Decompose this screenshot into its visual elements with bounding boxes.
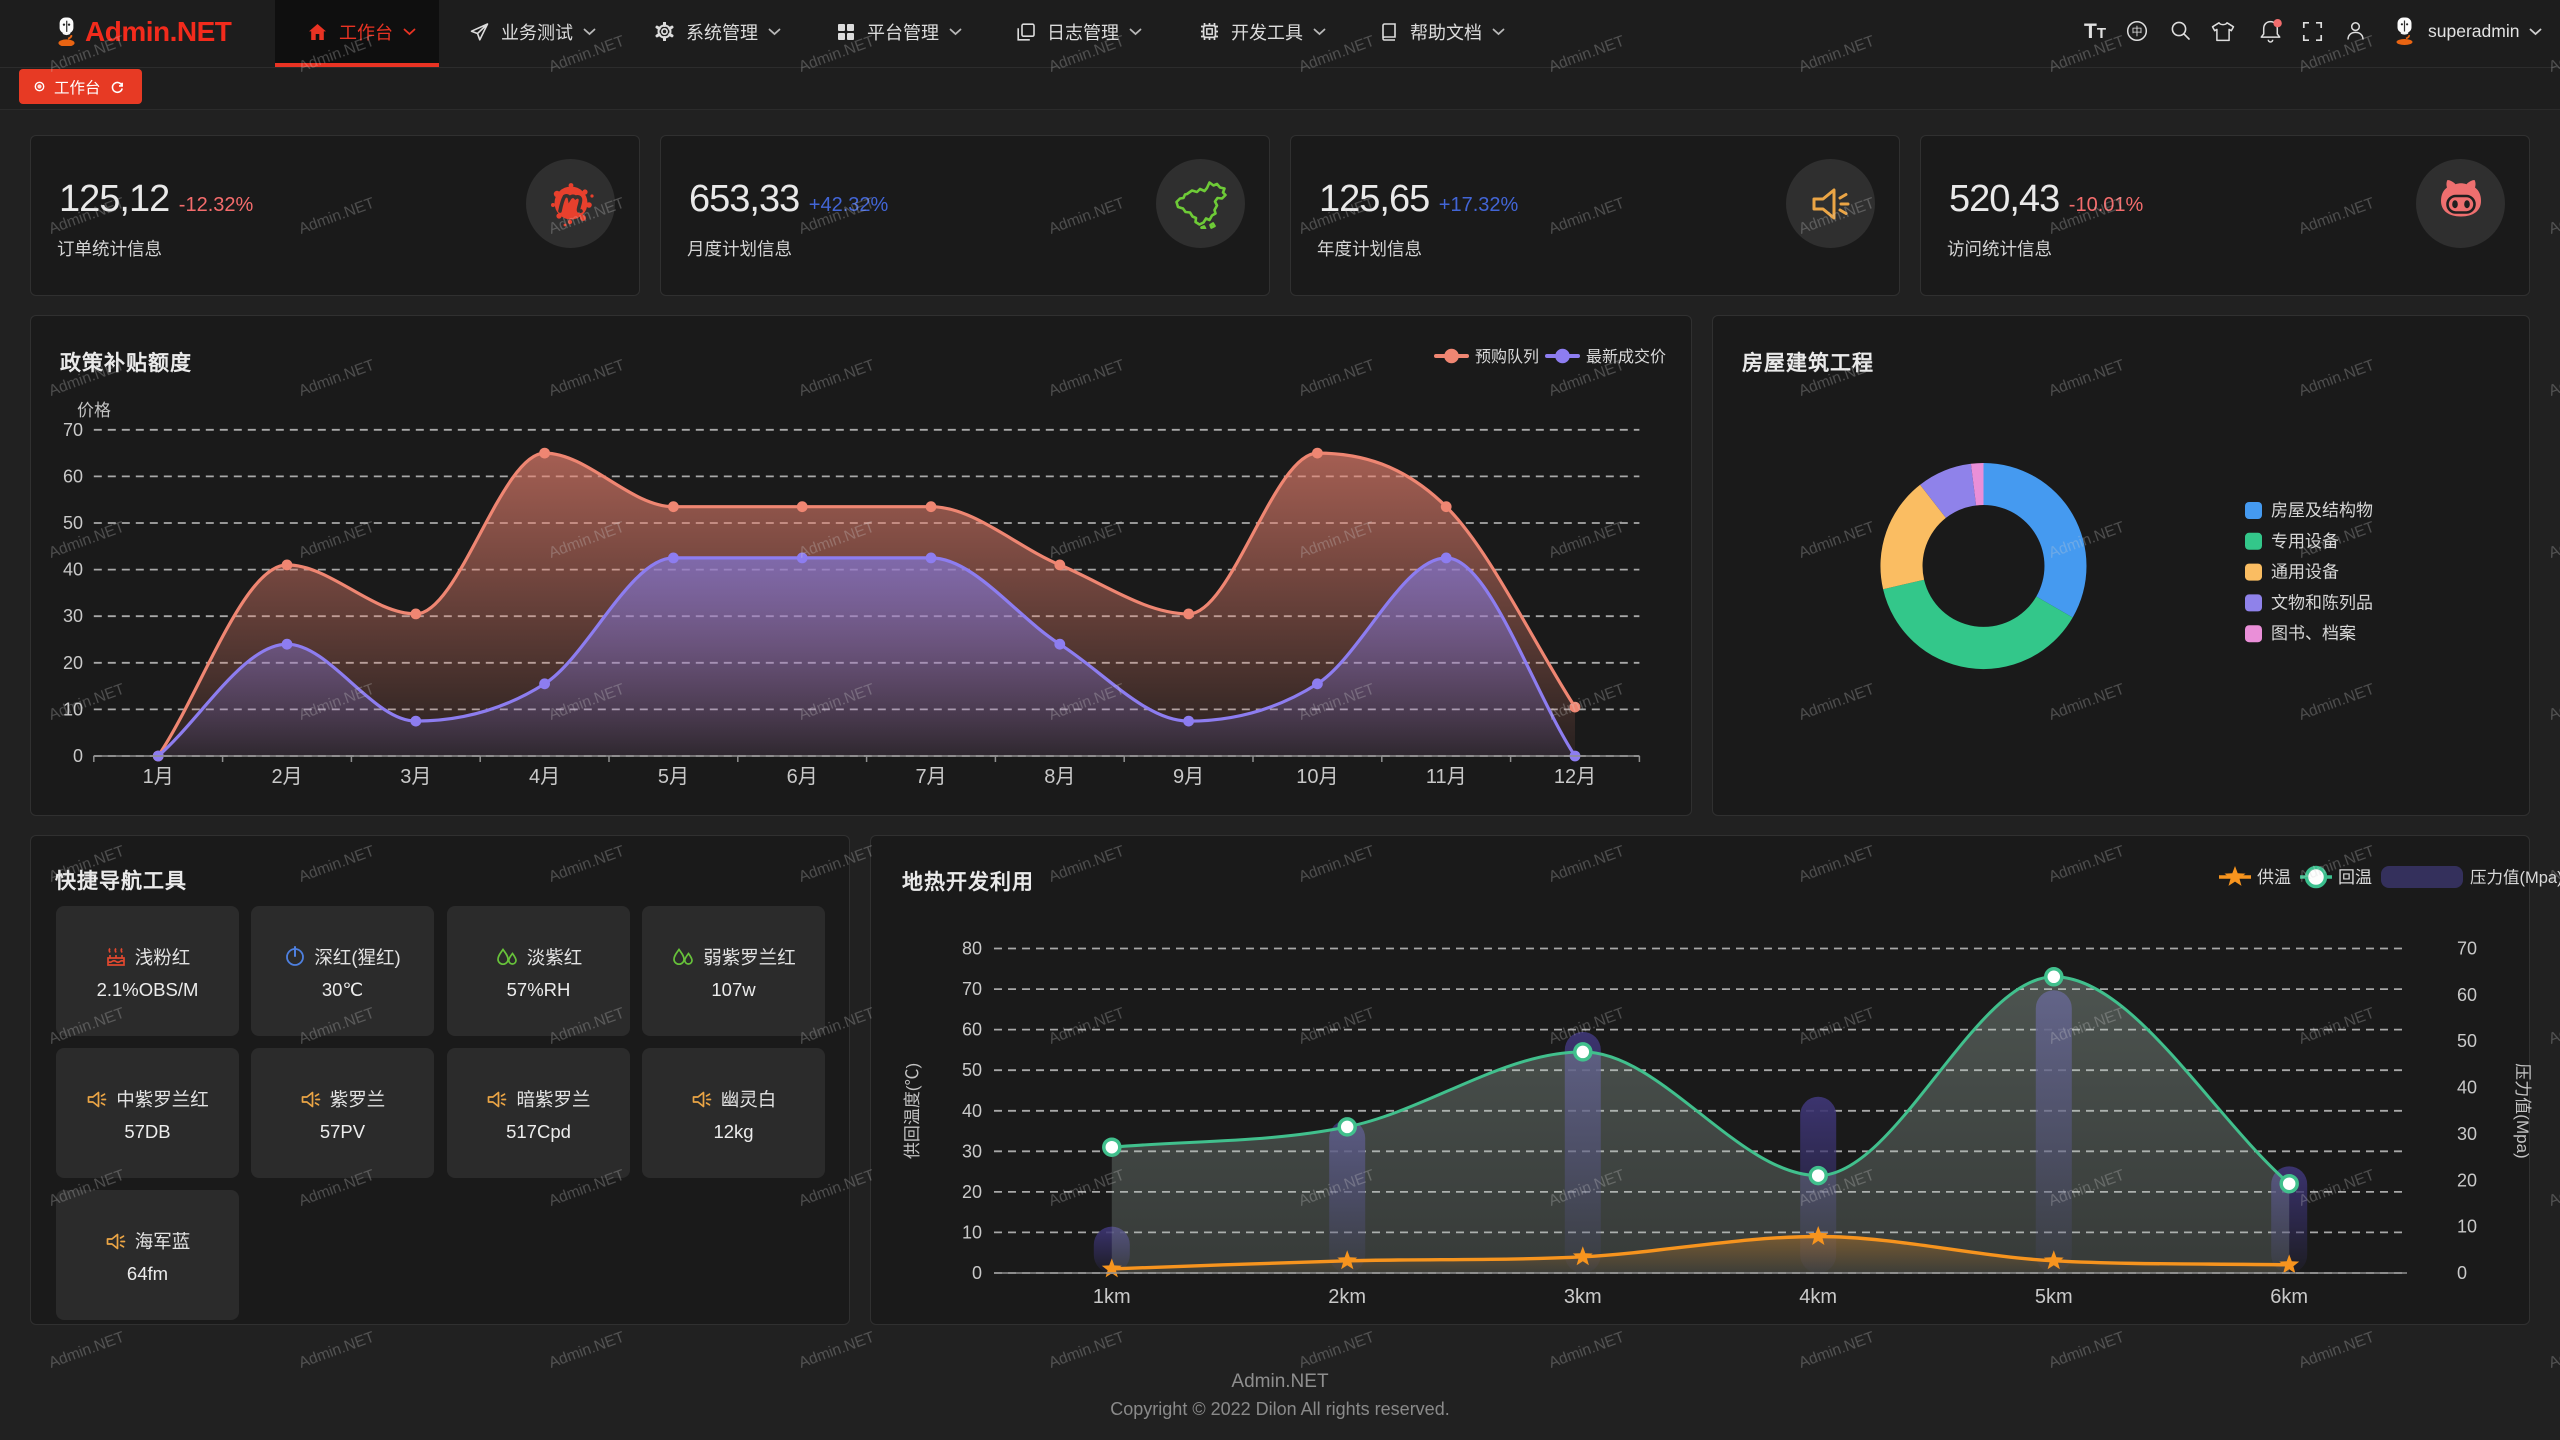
svg-text:3月: 3月: [400, 766, 431, 788]
svg-text:5km: 5km: [2035, 1286, 2073, 1308]
svg-text:70: 70: [63, 420, 83, 440]
svg-text:中: 中: [2132, 25, 2143, 38]
svg-text:专用设备: 专用设备: [2271, 532, 2339, 551]
svg-text:70: 70: [2457, 939, 2477, 959]
svg-text:通用设备: 通用设备: [2271, 563, 2339, 582]
svg-text:20: 20: [962, 1182, 982, 1202]
svg-text:6月: 6月: [787, 766, 818, 788]
svg-text:12月: 12月: [1554, 766, 1596, 788]
svg-text:60: 60: [63, 466, 83, 486]
svg-text:10月: 10月: [1296, 766, 1338, 788]
svg-text:文物和陈列品: 文物和陈列品: [2271, 593, 2373, 612]
svg-text:4km: 4km: [1799, 1286, 1837, 1308]
svg-text:70: 70: [962, 979, 982, 999]
svg-text:60: 60: [962, 1020, 982, 1040]
svg-text:80: 80: [962, 939, 982, 959]
svg-text:图书、档案: 图书、档案: [2271, 624, 2356, 643]
svg-text:回温: 回温: [2338, 868, 2372, 887]
svg-text:1km: 1km: [1093, 1286, 1131, 1308]
svg-text:供温: 供温: [2257, 868, 2291, 887]
svg-text:10: 10: [962, 1222, 982, 1242]
svg-text:4月: 4月: [529, 766, 560, 788]
svg-text:7月: 7月: [915, 766, 946, 788]
svg-text:8月: 8月: [1044, 766, 1075, 788]
svg-text:9月: 9月: [1173, 766, 1204, 788]
svg-text:30: 30: [63, 606, 83, 626]
svg-text:30: 30: [2457, 1124, 2477, 1144]
svg-text:1月: 1月: [143, 766, 174, 788]
svg-text:5月: 5月: [658, 766, 689, 788]
svg-text:0: 0: [73, 746, 83, 766]
svg-text:预购队列: 预购队列: [1475, 348, 1539, 366]
svg-text:40: 40: [63, 560, 83, 580]
svg-text:房屋及结构物: 房屋及结构物: [2271, 501, 2373, 520]
svg-text:3km: 3km: [1564, 1286, 1602, 1308]
svg-text:50: 50: [962, 1060, 982, 1080]
svg-text:0: 0: [972, 1263, 982, 1283]
svg-text:10: 10: [63, 699, 83, 719]
svg-text:压力值(Mpa): 压力值(Mpa): [2513, 1063, 2532, 1158]
svg-text:20: 20: [2457, 1170, 2477, 1190]
svg-text:10: 10: [2457, 1217, 2477, 1237]
svg-text:30: 30: [962, 1141, 982, 1161]
svg-text:0: 0: [2457, 1263, 2467, 1283]
svg-text:50: 50: [63, 513, 83, 533]
svg-text:价格: 价格: [77, 401, 111, 420]
svg-text:最新成交价: 最新成交价: [1586, 348, 1666, 366]
svg-text:60: 60: [2457, 985, 2477, 1005]
svg-text:20: 20: [63, 653, 83, 673]
svg-text:50: 50: [2457, 1031, 2477, 1051]
svg-text:供回温度(℃): 供回温度(℃): [903, 1063, 922, 1159]
svg-text:2月: 2月: [271, 766, 302, 788]
svg-text:11月: 11月: [1426, 766, 1467, 788]
svg-text:2km: 2km: [1328, 1286, 1366, 1308]
svg-text:压力值(Mpa): 压力值(Mpa): [2470, 868, 2560, 887]
svg-text:6km: 6km: [2270, 1286, 2308, 1308]
svg-text:40: 40: [2457, 1078, 2477, 1098]
svg-text:40: 40: [962, 1101, 982, 1121]
